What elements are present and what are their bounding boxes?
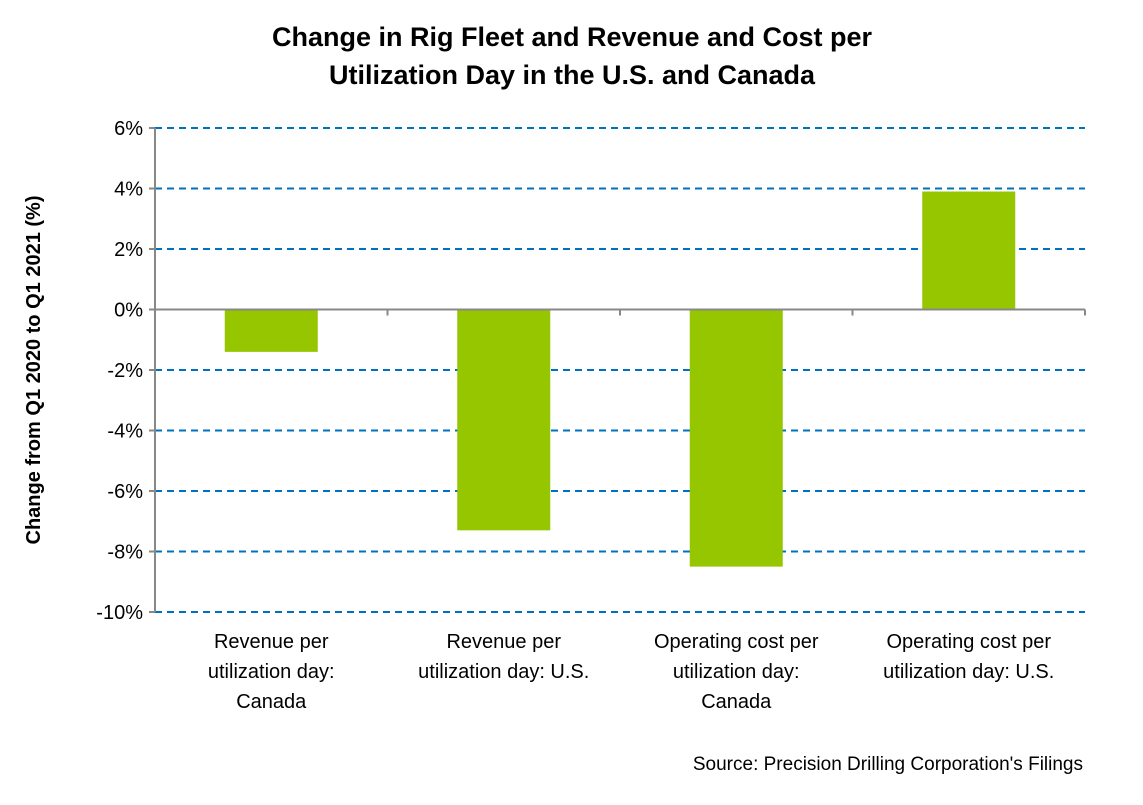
y-tick-label: -2%: [107, 360, 143, 382]
category-label: utilization day:: [208, 661, 335, 683]
category-label: Operating cost per: [886, 631, 1051, 653]
category-label: Revenue per: [214, 631, 329, 653]
bar: [457, 309, 551, 531]
y-tick-label: -10%: [96, 602, 143, 624]
bar: [224, 309, 318, 352]
category-label: Revenue per: [446, 631, 561, 653]
chart-title-line-1: Change in Rig Fleet and Revenue and Cost…: [272, 22, 873, 52]
category-label: Operating cost per: [654, 631, 819, 653]
category-label: utilization day: U.S.: [883, 661, 1054, 683]
axes: [149, 127, 1086, 613]
y-tick-label: 6%: [114, 118, 143, 140]
bar: [689, 309, 783, 567]
bar: [922, 191, 1016, 310]
y-tick-label: 0%: [114, 300, 143, 322]
category-label: Canada: [236, 691, 307, 713]
x-category-labels: Revenue per utilization day: Canada Revenue…: [208, 631, 1054, 713]
bars: [224, 191, 1016, 567]
y-tick-label: -4%: [107, 421, 143, 443]
category-label: utilization day: U.S.: [418, 661, 589, 683]
y-tick-labels: 6% 4% 2% 0% -2% -4% -6% -8% -10%: [96, 118, 143, 624]
y-tick-label: -6%: [107, 481, 143, 503]
y-tick-label: -8%: [107, 542, 143, 564]
source-note: Source: Precision Drilling Corporation's…: [693, 754, 1083, 775]
y-tick-label: 4%: [114, 179, 143, 201]
category-label: utilization day:: [673, 661, 800, 683]
y-axis-label: Change from Q1 2020 to Q1 2021 (%): [23, 195, 45, 544]
category-label: Canada: [701, 691, 772, 713]
y-tick-label: 2%: [114, 239, 143, 261]
chart-title-line-2: Utilization Day in the U.S. and Canada: [329, 60, 816, 90]
